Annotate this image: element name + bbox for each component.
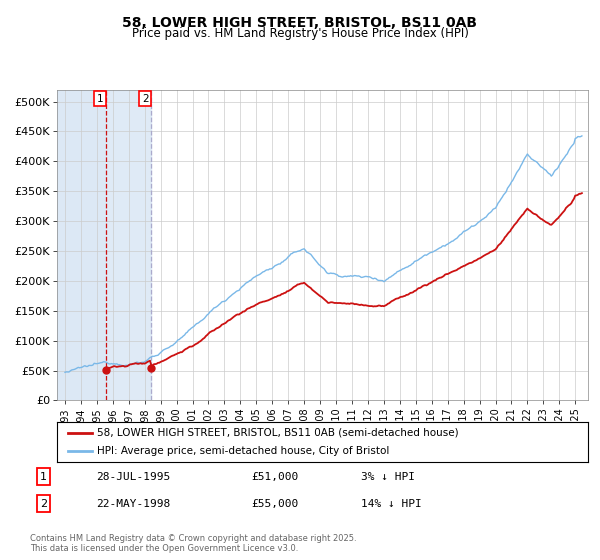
- Text: 58, LOWER HIGH STREET, BRISTOL, BS11 0AB: 58, LOWER HIGH STREET, BRISTOL, BS11 0AB: [122, 16, 478, 30]
- Text: 14% ↓ HPI: 14% ↓ HPI: [361, 498, 422, 508]
- Bar: [106, 90, 151, 400]
- Text: Price paid vs. HM Land Registry's House Price Index (HPI): Price paid vs. HM Land Registry's House …: [131, 27, 469, 40]
- Text: £55,000: £55,000: [251, 498, 298, 508]
- Text: £51,000: £51,000: [251, 472, 298, 482]
- Text: HPI: Average price, semi-detached house, City of Bristol: HPI: Average price, semi-detached house,…: [97, 446, 389, 456]
- Text: 1: 1: [97, 94, 104, 104]
- Text: 2: 2: [142, 94, 149, 104]
- Text: Contains HM Land Registry data © Crown copyright and database right 2025.
This d: Contains HM Land Registry data © Crown c…: [30, 534, 356, 553]
- Text: 22-MAY-1998: 22-MAY-1998: [96, 498, 170, 508]
- Text: 2: 2: [40, 498, 47, 508]
- Text: 28-JUL-1995: 28-JUL-1995: [96, 472, 170, 482]
- Text: 58, LOWER HIGH STREET, BRISTOL, BS11 0AB (semi-detached house): 58, LOWER HIGH STREET, BRISTOL, BS11 0AB…: [97, 428, 458, 438]
- Text: 1: 1: [40, 472, 47, 482]
- Bar: [57, 90, 106, 400]
- Text: 3% ↓ HPI: 3% ↓ HPI: [361, 472, 415, 482]
